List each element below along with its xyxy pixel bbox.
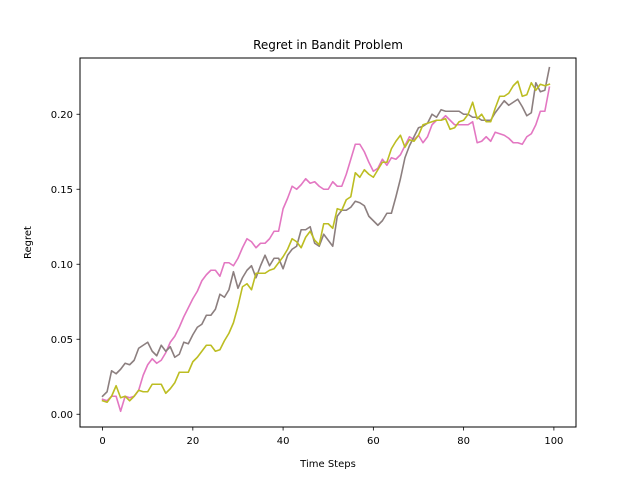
x-axis-title: Time Steps [299,459,356,470]
axis-ticks: 0 20 40 60 80 100 0.00 0.05 0.10 0.15 0.20 [51,110,564,447]
x-tick-label: 80 [457,436,470,447]
x-tick-label: 60 [367,436,380,447]
series-line-1 [101,86,551,413]
plot-area [101,66,551,413]
x-tick-label: 40 [277,436,290,447]
y-tick-label: 0.20 [51,110,73,121]
x-tick-label: 0 [99,436,105,447]
series-line-3 [101,80,551,404]
chart-title: Regret in Bandit Problem [253,38,403,52]
series-line-2 [101,66,551,398]
y-tick-label: 0.05 [51,335,73,346]
y-tick-label: 0.00 [51,410,73,421]
y-tick-label: 0.10 [51,260,73,271]
plot-frame [79,57,577,428]
y-tick-label: 0.15 [51,185,73,196]
x-tick-label: 100 [544,436,563,447]
y-axis-title: Regret [23,226,34,259]
x-tick-label: 20 [186,436,199,447]
